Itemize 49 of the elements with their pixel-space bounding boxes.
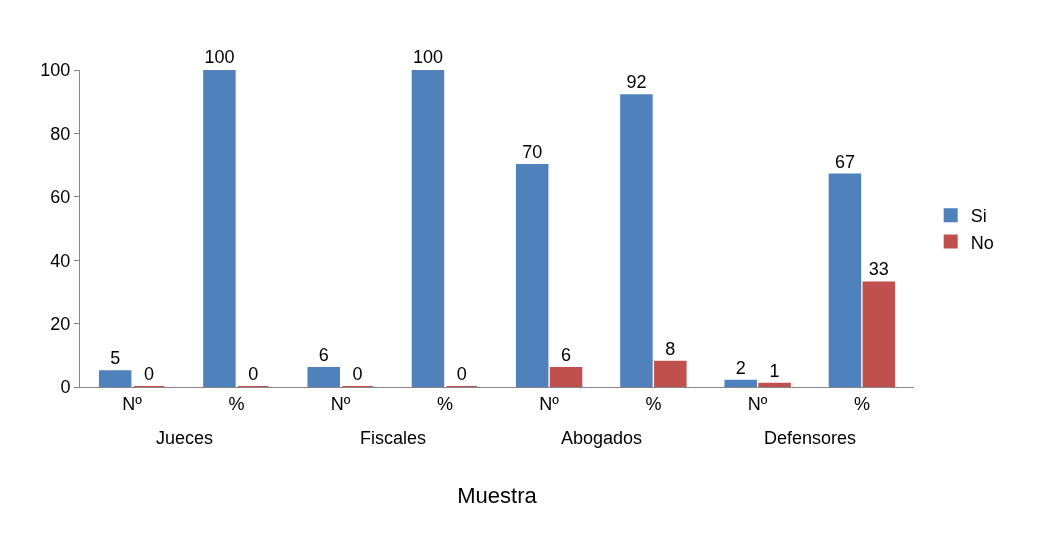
data-label: 0 <box>248 364 259 384</box>
bar <box>98 370 132 387</box>
bar <box>307 366 340 387</box>
x-tick-label: % <box>645 393 662 414</box>
data-label: 92 <box>626 72 647 93</box>
bar <box>549 366 583 387</box>
bar <box>862 281 896 387</box>
data-label: 67 <box>834 151 855 172</box>
bar <box>828 173 862 387</box>
bar <box>620 94 653 387</box>
y-tick-label: 100 <box>40 60 71 81</box>
data-label: 70 <box>522 142 543 163</box>
text: Jueces <box>156 428 214 448</box>
x-tick-label: Nº <box>122 393 143 414</box>
legend-label: No <box>970 232 994 253</box>
bar <box>654 360 687 387</box>
x-tick-label: % <box>436 393 453 414</box>
x-tick-label: Nº <box>330 393 351 414</box>
y-tick-label: 0 <box>60 377 71 398</box>
data-label: 0 <box>144 364 155 384</box>
x-tick-label: Nº <box>539 393 560 414</box>
bar <box>724 379 757 387</box>
text: Fiscales <box>360 428 427 448</box>
data-label: 0 <box>352 364 363 384</box>
data-label: 2 <box>735 357 746 378</box>
bar <box>515 164 549 387</box>
text: Abogados <box>561 428 643 448</box>
data-label: 5 <box>110 348 121 369</box>
x-tick-label: Nº <box>747 393 768 414</box>
text: Defensores <box>764 428 857 448</box>
bar <box>758 382 791 387</box>
y-tick-label: 80 <box>50 123 71 144</box>
data-label: 6 <box>318 344 329 365</box>
data-label: 33 <box>868 259 889 280</box>
data-label: 0 <box>456 364 467 384</box>
y-tick-label: 40 <box>50 250 71 271</box>
bar <box>411 70 445 387</box>
bar <box>203 70 236 387</box>
x-tick-label: % <box>228 393 245 414</box>
x-axis-title: Muestra <box>457 483 538 509</box>
data-label: 6 <box>561 344 572 365</box>
y-tick-label: 20 <box>50 313 71 334</box>
legend-label: Si <box>970 206 987 227</box>
data-label: 8 <box>665 338 676 359</box>
data-label: 100 <box>412 47 443 67</box>
y-tick-label: 60 <box>50 187 71 208</box>
data-label: 100 <box>204 47 235 67</box>
data-label: 1 <box>769 360 780 381</box>
x-tick-label: % <box>853 393 870 414</box>
